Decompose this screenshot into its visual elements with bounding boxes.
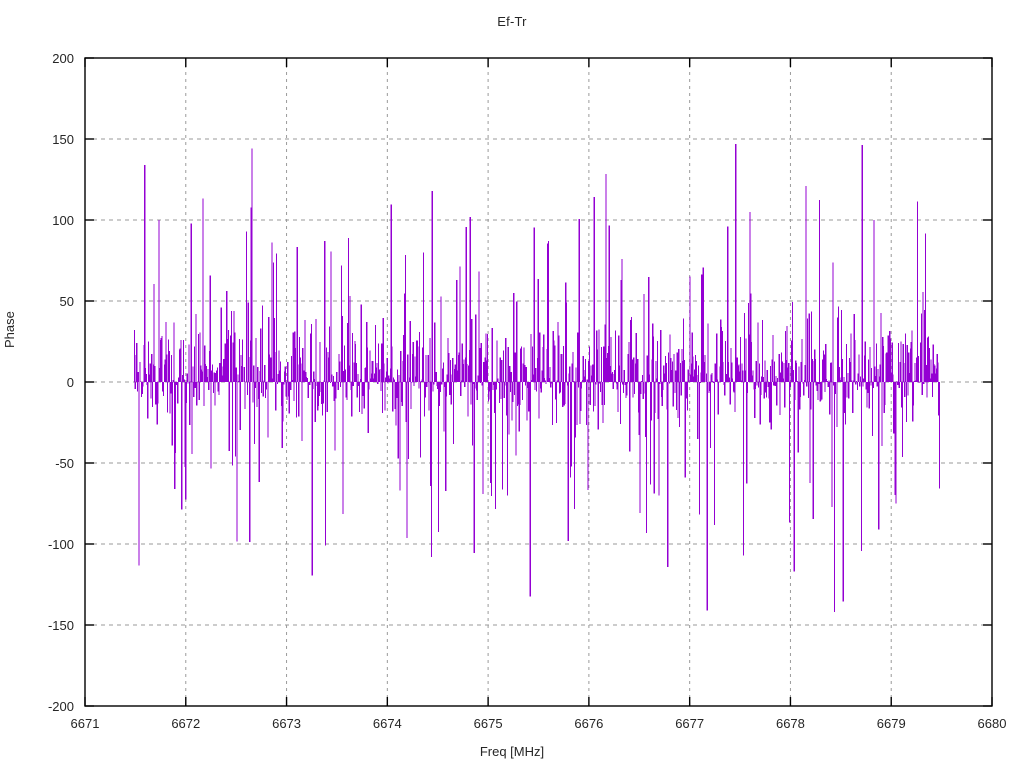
y-tick-label: 200 <box>52 51 74 66</box>
x-tick-label: 6675 <box>474 716 503 731</box>
x-tick-label: 6673 <box>272 716 301 731</box>
x-tick-label: 6680 <box>978 716 1007 731</box>
y-tick-labels: -200 -150 -100 -50 0 50 100 150 200 <box>48 51 74 714</box>
y-tick-label: 150 <box>52 132 74 147</box>
x-tick-labels: 6671 6672 6673 6674 6675 6676 6677 6678 6679 6680 <box>71 716 1007 731</box>
y-tick-label: -100 <box>48 537 74 552</box>
x-tick-label: 6674 <box>373 716 402 731</box>
y-tick-label: -50 <box>55 456 74 471</box>
y-tick-label: 50 <box>60 294 74 309</box>
data-series-impulses <box>133 143 941 612</box>
x-tick-label: 6677 <box>675 716 704 731</box>
tick-marks <box>84 57 993 707</box>
y-tick-label: -200 <box>48 699 74 714</box>
x-tick-label: 6671 <box>71 716 100 731</box>
y-tick-label: -150 <box>48 618 74 633</box>
x-axis-label: Freq [MHz] <box>479 744 545 759</box>
x-tick-label: 6678 <box>776 716 805 731</box>
chart-title: Ef-Tr <box>497 14 527 29</box>
y-tick-label: 100 <box>52 213 74 228</box>
x-tick-label: 6676 <box>574 716 603 731</box>
y-tick-label: 0 <box>67 375 74 390</box>
x-tick-label: 6672 <box>171 716 200 731</box>
x-tick-label: 6679 <box>877 716 906 731</box>
